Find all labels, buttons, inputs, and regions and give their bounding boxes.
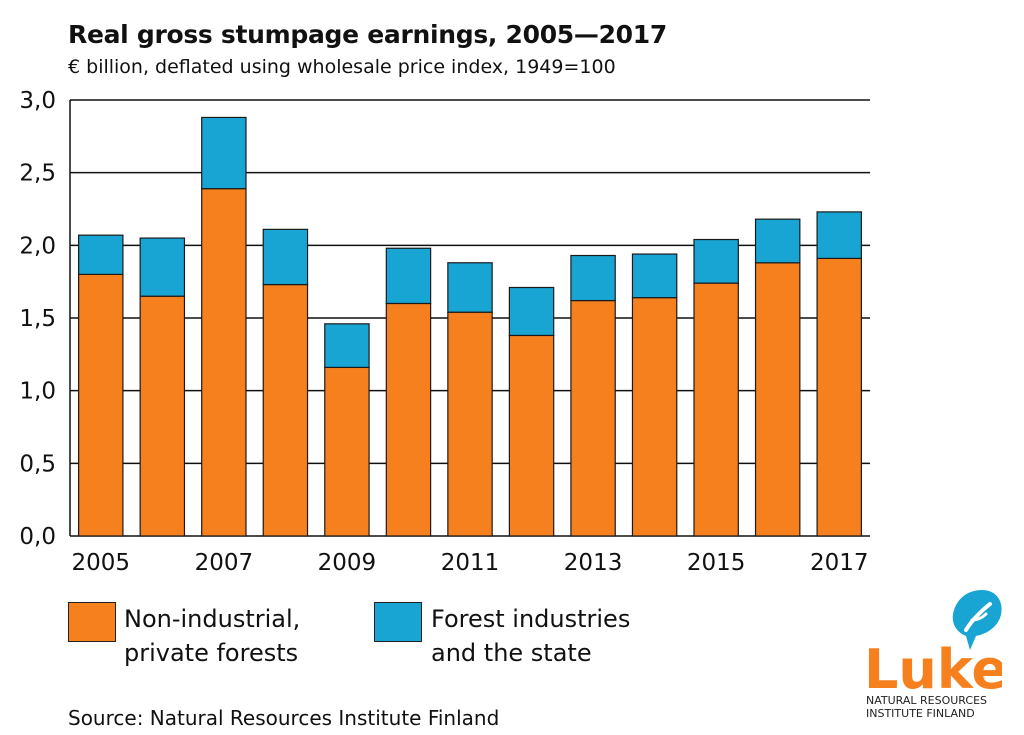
chart-subtitle: € billion, deflated using wholesale pric… bbox=[68, 56, 616, 78]
bar-private-forests bbox=[385, 302, 432, 537]
bar-private-forests bbox=[816, 257, 862, 537]
bar-private-forests bbox=[262, 283, 309, 537]
bar-private-forests bbox=[447, 311, 493, 537]
bar-forest-industries bbox=[385, 247, 432, 305]
x-tick-label: 2015 bbox=[687, 550, 746, 576]
bar-private-forests bbox=[631, 297, 678, 537]
luke-logo: Luke NATURAL RESOURCES INSTITUTE FINLAND bbox=[864, 590, 1002, 720]
legend-label-line: Forest industries bbox=[431, 605, 631, 633]
y-axis-tick-labels: 0,0 0,5 1,0 1,5 2,0 2,5 3,0 bbox=[19, 88, 56, 550]
bar-forest-industries bbox=[631, 253, 678, 299]
logo-subtitle-line1: NATURAL RESOURCES bbox=[866, 694, 987, 707]
legend-label-line: private forests bbox=[124, 639, 299, 667]
x-tick-label: 2017 bbox=[810, 550, 869, 576]
y-tick-label: 1,0 bbox=[19, 379, 56, 405]
logo-wordmark: Luke bbox=[864, 638, 1002, 701]
bar-forest-industries bbox=[78, 234, 124, 276]
y-tick-label: 2,5 bbox=[19, 161, 56, 187]
logo-subtitle-line2: INSTITUTE FINLAND bbox=[866, 707, 975, 720]
bar-forest-industries bbox=[139, 237, 186, 297]
legend-label-line: Non-industrial, bbox=[124, 605, 301, 633]
x-tick-label: 2013 bbox=[564, 550, 623, 576]
chart-title: Real gross stumpage earnings, 2005—2017 bbox=[68, 20, 667, 49]
x-tick-label: 2011 bbox=[441, 550, 500, 576]
y-tick-label: 0,5 bbox=[19, 451, 56, 477]
bar-private-forests bbox=[78, 273, 124, 537]
y-tick-label: 3,0 bbox=[19, 88, 56, 114]
bar-private-forests bbox=[139, 295, 186, 537]
x-tick-label: 2005 bbox=[71, 550, 130, 576]
legend-label-private-forests: Non-industrial, private forests bbox=[124, 602, 300, 670]
bar-forest-industries bbox=[754, 218, 801, 264]
y-tick-label: 1,5 bbox=[19, 306, 56, 332]
source-note: Source: Natural Resources Institute Finl… bbox=[68, 706, 500, 730]
bar-forest-industries bbox=[816, 211, 862, 260]
bar-private-forests bbox=[324, 366, 370, 537]
bar-forest-industries bbox=[324, 323, 370, 369]
bar-forest-industries bbox=[201, 116, 247, 190]
y-tick-label: 0,0 bbox=[19, 524, 56, 550]
legend-label-line: and the state bbox=[431, 639, 592, 667]
bar-forest-industries bbox=[262, 228, 309, 286]
legend-swatch-forest-industries bbox=[374, 602, 422, 642]
bar-private-forests bbox=[693, 282, 739, 537]
x-tick-label: 2009 bbox=[318, 550, 377, 576]
bar-private-forests bbox=[570, 299, 616, 537]
y-tick-label: 2,0 bbox=[19, 233, 56, 259]
bars bbox=[78, 116, 862, 537]
bar-forest-industries bbox=[693, 238, 739, 284]
bar-private-forests bbox=[201, 188, 247, 537]
x-axis-tick-labels: 2005 2007 2009 2011 2013 2015 2017 bbox=[71, 550, 868, 576]
x-tick-label: 2007 bbox=[195, 550, 254, 576]
legend-label-forest-industries: Forest industries and the state bbox=[431, 602, 630, 670]
bar-forest-industries bbox=[447, 262, 493, 313]
bar-forest-industries bbox=[508, 286, 555, 337]
bar-forest-industries bbox=[570, 254, 616, 302]
legend-swatch-private-forests bbox=[68, 602, 116, 642]
leaf-speech-bubble-icon bbox=[952, 590, 1002, 650]
bar-private-forests bbox=[508, 334, 555, 537]
stacked-bar-chart: 0,00,51,01,52,02,53,0 2005 2007 2009 2011 20… bbox=[19, 88, 870, 576]
bar-private-forests bbox=[754, 262, 801, 537]
